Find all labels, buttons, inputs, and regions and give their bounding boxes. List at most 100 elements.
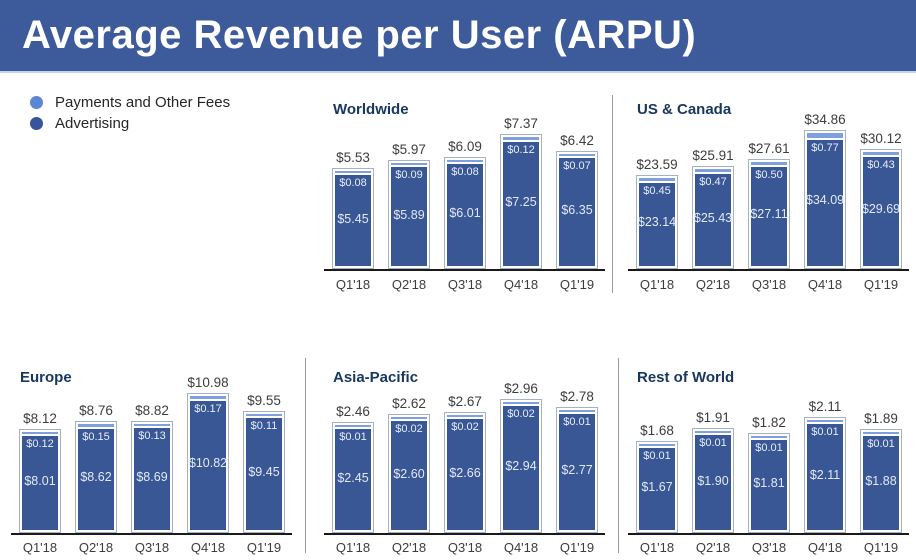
total-value-label: $30.12 — [860, 131, 902, 146]
total-value-label: $34.86 — [804, 112, 846, 127]
advertising-segment: $0.01 — [863, 436, 899, 530]
advertising-value-label: $34.09 — [805, 192, 845, 207]
panel-divider — [305, 358, 306, 553]
payments-value-label: $0.12 — [507, 144, 535, 156]
payments-value-label: $0.47 — [699, 176, 727, 188]
bar-column: $30.12 $0.43 $29.69 — [860, 99, 902, 269]
chart-title: Europe — [20, 369, 72, 386]
advertising-segment: $0.50 — [751, 167, 787, 266]
payments-segment — [639, 444, 675, 446]
advertising-segment: $0.02 — [447, 419, 483, 530]
payments-segment — [751, 162, 787, 165]
payments-segment — [447, 415, 483, 417]
bar-column: $1.82 $0.01 $1.81 — [748, 363, 790, 533]
advertising-segment: $0.01 — [335, 429, 371, 530]
payments-value-label: $0.02 — [395, 423, 423, 435]
chart-rest-of-world: Rest of World $1.68 $0.01 $1.67 $1.91 $0.01 $… — [625, 358, 909, 558]
advertising-segment: $0.01 — [751, 440, 787, 530]
x-axis-label: Q4'18 — [190, 540, 226, 555]
payments-segment — [695, 431, 731, 433]
payments-value-label: $0.02 — [451, 421, 479, 433]
stacked-bar: $0.12 $8.01 — [19, 429, 61, 533]
total-value-label: $2.62 — [392, 396, 426, 411]
bar-column: $6.09 $0.08 $6.01 — [444, 99, 486, 269]
advertising-segment: $0.77 — [807, 140, 843, 266]
x-axis-label: Q3'18 — [447, 277, 483, 292]
x-axis-label: Q4'18 — [503, 277, 539, 292]
x-axis-label: Q3'18 — [447, 540, 483, 555]
bars-area: $23.59 $0.45 $23.14 $25.91 $0.47 $25.43 $27.61… — [625, 99, 909, 269]
payments-segment — [22, 432, 58, 434]
advertising-segment: $0.43 — [863, 157, 899, 266]
payments-segment — [639, 178, 675, 181]
payments-segment — [807, 420, 843, 422]
payments-value-label: $0.02 — [507, 408, 535, 420]
total-value-label: $2.96 — [504, 381, 538, 396]
chart-title: Rest of World — [637, 369, 735, 386]
advertising-segment: $0.45 — [639, 183, 675, 266]
advertising-segment: $0.13 — [134, 428, 170, 530]
total-value-label: $2.67 — [448, 394, 482, 409]
payments-segment — [503, 402, 539, 404]
total-value-label: $5.53 — [336, 150, 370, 165]
advertising-value-label: $2.66 — [449, 465, 481, 480]
advertising-segment: $0.01 — [807, 424, 843, 530]
x-axis-label: Q2'18 — [78, 540, 114, 555]
total-value-label: $2.11 — [808, 399, 842, 414]
payments-segment — [559, 154, 595, 156]
x-axis-label: Q1'18 — [639, 277, 675, 292]
total-value-label: $6.09 — [448, 139, 482, 154]
stacked-bar: $0.12 $7.25 — [500, 134, 542, 269]
advertising-value-label: $29.69 — [861, 202, 901, 216]
advertising-segment: $0.11 — [246, 418, 282, 530]
x-axis-labels: Q1'18 Q2'18 Q3'18 Q4'18 Q1'19 — [625, 277, 909, 292]
advertising-value-label: $2.94 — [505, 459, 537, 473]
bar-column: $2.78 $0.01 $2.77 — [556, 363, 598, 533]
bar-column: $23.59 $0.45 $23.14 — [636, 99, 678, 269]
payments-segment — [190, 396, 226, 399]
stacked-bar: $0.15 $8.62 — [75, 421, 117, 533]
bars-area: $1.68 $0.01 $1.67 $1.91 $0.01 $1.90 $1.82 $0.01… — [625, 363, 909, 533]
legend-label-payments: Payments and Other Fees — [55, 94, 231, 111]
stacked-bar: $0.01 $1.88 — [860, 429, 902, 533]
x-axis-label: Q1'19 — [246, 540, 282, 555]
bars-area: $8.12 $0.12 $8.01 $8.76 $0.15 $8.62 $8.82 $0.13… — [8, 363, 292, 533]
bar-column: $6.42 $0.07 $6.35 — [556, 99, 598, 269]
total-value-label: $2.46 — [336, 404, 370, 419]
advertising-value-label: $8.62 — [80, 470, 112, 484]
stacked-bar: $0.47 $25.43 — [692, 166, 734, 269]
stacked-bar: $0.45 $23.14 — [636, 175, 678, 269]
payments-value-label: $0.01 — [339, 431, 367, 443]
payments-value-label: $0.01 — [643, 450, 671, 462]
panel-divider — [618, 358, 619, 553]
payments-segment — [134, 424, 170, 426]
advertising-value-label: $27.11 — [750, 207, 788, 221]
payments-value-label: $0.50 — [755, 169, 783, 181]
stacked-bar: $0.09 $5.89 — [388, 160, 430, 269]
total-value-label: $10.98 — [187, 375, 229, 390]
payments-value-label: $0.01 — [699, 437, 727, 449]
payments-value-label: $0.11 — [250, 420, 278, 432]
stacked-bar: $0.01 $2.45 — [332, 422, 374, 533]
advertising-value-label: $2.11 — [809, 468, 841, 482]
total-value-label: $1.91 — [696, 410, 730, 425]
advertising-segment: $0.47 — [695, 174, 731, 266]
legend-item-advertising: Advertising — [30, 113, 230, 134]
advertising-value-label: $2.45 — [337, 470, 369, 485]
bar-column: $8.82 $0.13 $8.69 — [131, 363, 173, 533]
x-axis-label: Q2'18 — [695, 540, 731, 555]
page-title: Average Revenue per User (ARPU) — [22, 13, 697, 57]
x-axis-label: Q1'18 — [639, 540, 675, 555]
advertising-segment: $0.01 — [559, 414, 595, 530]
stacked-bar: $0.07 $6.35 — [556, 151, 598, 269]
stacked-bar: $0.01 $1.90 — [692, 428, 734, 533]
advertising-value-label: $7.25 — [505, 194, 537, 209]
total-value-label: $27.61 — [748, 141, 790, 156]
stacked-bar: $0.01 $2.77 — [556, 407, 598, 533]
bar-column: $2.11 $0.01 $2.11 — [804, 363, 846, 533]
x-axis-label: Q1'19 — [863, 540, 899, 555]
payments-legend-dot-icon — [30, 96, 43, 109]
advertising-value-label: $1.90 — [697, 473, 729, 488]
x-axis-label: Q1'19 — [863, 277, 899, 292]
chart-title: Asia-Pacific — [333, 369, 419, 386]
